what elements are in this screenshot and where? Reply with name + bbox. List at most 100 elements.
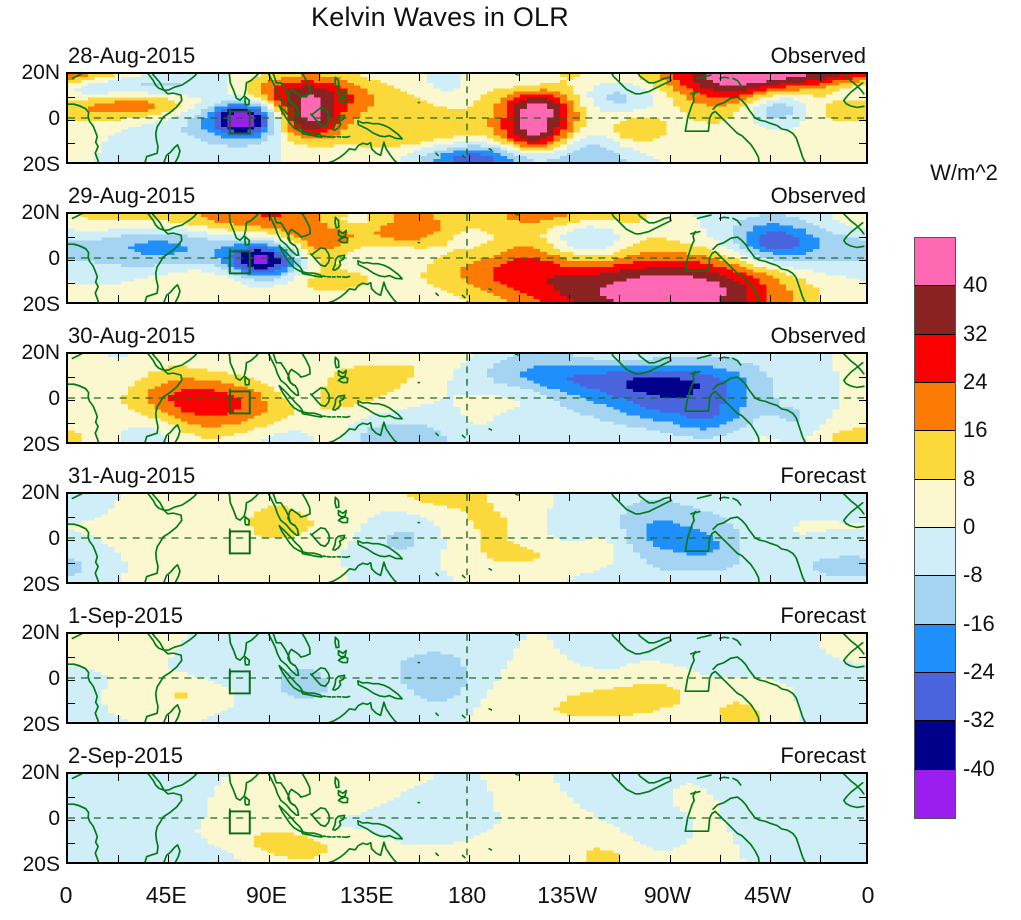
colorbar-band[interactable] xyxy=(915,769,955,818)
x-tick xyxy=(118,715,120,722)
map-panel[interactable] xyxy=(66,772,868,864)
x-tick xyxy=(519,155,521,162)
y-axis-label: 20S xyxy=(0,714,60,735)
x-tick xyxy=(719,354,721,361)
map-panel[interactable] xyxy=(66,352,868,444)
y-axis-label: 0 xyxy=(0,528,60,549)
x-tick xyxy=(819,74,821,81)
panel-date-label: 29-Aug-2015 xyxy=(68,185,195,207)
x-tick xyxy=(268,494,270,501)
x-tick xyxy=(318,74,320,81)
panel-status-label: Observed xyxy=(771,325,866,347)
x-tick xyxy=(669,354,671,361)
panel-date-label: 1-Sep-2015 xyxy=(68,605,183,627)
x-tick xyxy=(268,715,270,722)
x-tick xyxy=(719,575,721,582)
x-tick xyxy=(569,435,571,442)
x-tick xyxy=(168,575,170,582)
colorbar-band[interactable] xyxy=(915,334,955,383)
y-tick xyxy=(859,260,866,261)
colorbar-tick-label: -16 xyxy=(963,612,995,635)
x-tick xyxy=(368,435,370,442)
x-tick xyxy=(118,155,120,162)
colorbar-band[interactable] xyxy=(915,382,955,432)
x-tick xyxy=(519,295,521,302)
x-tick xyxy=(168,494,170,501)
map-panel[interactable] xyxy=(66,212,868,304)
y-tick xyxy=(859,657,866,658)
x-tick xyxy=(469,155,470,162)
y-tick xyxy=(859,563,866,564)
x-tick xyxy=(118,214,120,221)
x-tick xyxy=(318,214,320,221)
x-tick xyxy=(118,74,120,81)
y-axis-label: 20S xyxy=(0,854,60,875)
colorbar-tick-label: 32 xyxy=(963,322,987,345)
x-tick xyxy=(368,855,370,862)
x-tick xyxy=(619,575,621,582)
x-tick xyxy=(318,855,320,862)
y-tick xyxy=(859,703,866,704)
colorbar-tick-label: 8 xyxy=(963,467,975,490)
x-tick xyxy=(769,774,771,781)
x-tick xyxy=(268,634,270,641)
colorbar-band[interactable] xyxy=(915,479,955,528)
x-tick xyxy=(418,715,420,722)
colorbar-band[interactable] xyxy=(915,721,955,770)
x-tick xyxy=(318,435,320,442)
colorbar-tick-label: 0 xyxy=(963,516,975,538)
x-axis-label: 180 xyxy=(448,884,486,907)
map-panel[interactable] xyxy=(66,72,868,164)
colorbar-tick-label: -32 xyxy=(963,709,995,731)
x-tick xyxy=(268,575,270,582)
x-tick xyxy=(569,855,571,862)
x-tick xyxy=(268,74,270,81)
colorbar-band[interactable] xyxy=(915,624,955,673)
x-axis-label: 90W xyxy=(644,884,691,907)
colorbar-tick-label: -24 xyxy=(963,661,995,683)
x-tick xyxy=(569,494,571,501)
x-tick xyxy=(719,855,721,862)
colorbar-tick-label: 40 xyxy=(963,274,987,296)
colorbar[interactable] xyxy=(914,237,956,819)
colorbar-band[interactable] xyxy=(915,238,955,287)
x-tick xyxy=(769,155,771,162)
x-tick xyxy=(619,74,621,81)
y-tick xyxy=(68,237,75,238)
colorbar-band[interactable] xyxy=(915,286,955,335)
x-tick xyxy=(418,214,420,221)
map-canvas xyxy=(68,774,866,862)
x-tick xyxy=(368,354,370,361)
x-tick xyxy=(418,435,420,442)
map-panel[interactable] xyxy=(66,632,868,724)
x-tick xyxy=(819,295,821,302)
colorbar-band[interactable] xyxy=(915,431,955,480)
y-tick xyxy=(859,680,866,681)
map-panel[interactable] xyxy=(66,492,868,584)
x-tick xyxy=(819,494,821,501)
x-tick xyxy=(519,74,521,81)
colorbar-band[interactable] xyxy=(915,576,955,625)
x-tick xyxy=(168,774,170,781)
x-tick xyxy=(669,74,671,81)
x-axis-label: 45W xyxy=(744,884,791,907)
x-tick xyxy=(268,214,270,221)
x-tick xyxy=(218,575,220,582)
x-tick xyxy=(368,295,370,302)
x-tick xyxy=(819,214,821,221)
y-tick xyxy=(859,400,866,401)
y-axis-label: 20N xyxy=(0,202,60,223)
y-axis-label: 20S xyxy=(0,294,60,315)
y-axis-label: 0 xyxy=(0,108,60,129)
x-tick xyxy=(769,74,771,81)
x-tick xyxy=(168,74,170,81)
x-tick xyxy=(218,855,220,862)
x-tick xyxy=(569,295,571,302)
colorbar-band[interactable] xyxy=(915,527,955,577)
colorbar-band[interactable] xyxy=(915,672,955,722)
x-tick xyxy=(469,774,470,781)
x-tick xyxy=(368,774,370,781)
y-axis-label: 0 xyxy=(0,808,60,829)
x-tick xyxy=(769,634,771,641)
x-tick xyxy=(769,295,771,302)
